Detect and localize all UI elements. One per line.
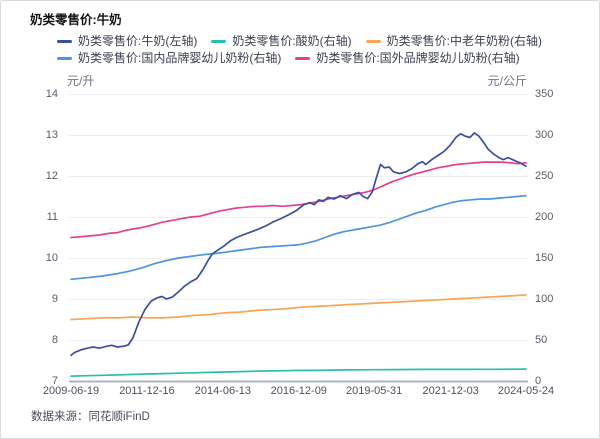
legend-item-foreign_infant[interactable]: 奶类零售价:国外品牌婴幼儿奶粉(右轴) [295,51,520,65]
legend-item-label: 奶类零售价:国内品牌婴幼儿奶粉(右轴) [78,51,282,65]
x-axis-tick-label: 2009-06-19 [42,385,100,397]
page-title: 奶类零售价:牛奶 [30,13,122,27]
right-axis-unit: 元/公斤 [487,74,527,88]
left-axis-tick-label: 13 [45,128,58,141]
legend-color-dash-yogurt [211,40,227,43]
right-axis-tick-label: 350 [535,87,554,100]
right-axis-tick-label: 150 [535,251,554,264]
series-line-senior_powder [70,294,527,321]
right-axis-tick-label: 200 [535,210,554,223]
right-axis-tick-label: 100 [535,292,554,305]
series-line-domestic_infant [70,194,527,281]
x-axis-tick-label: 2021-12-03 [422,385,479,397]
series-line-yogurt [70,368,527,377]
left-axis-tick-label: 9 [51,292,58,305]
left-axis-tick-label: 8 [51,333,58,346]
x-axis-tick-label: 2019-05-31 [345,385,403,397]
legend-color-dash-senior_powder [365,40,381,43]
legend-color-dash-domestic_infant [57,57,72,60]
legend-item-senior_powder[interactable]: 奶类零售价:中老年奶粉(右轴) [365,34,542,48]
legend-item-label: 奶类零售价:中老年奶粉(右轴) [386,34,542,48]
series-line-foreign_infant [70,161,527,239]
series-line-milk [70,132,527,357]
left-axis-tick-label: 14 [45,87,58,100]
left-axis-tick-label: 10 [45,251,58,264]
left-axis-unit: 元/升 [67,74,95,88]
left-axis-tick-label: 12 [45,169,58,182]
legend-color-dash-milk [57,40,72,43]
legend-item-label: 奶类零售价:国外品牌婴幼儿奶粉(右轴) [316,51,520,65]
x-axis-tick-label: 2024-05-24 [497,385,555,397]
right-axis-tick-label: 250 [535,169,554,182]
right-axis-tick-label: 50 [535,333,548,346]
x-axis-tick-label: 2014-06-13 [194,385,251,397]
legend-row-2: 奶类零售价:国内品牌婴幼儿奶粉(右轴) 奶类零售价:国外品牌婴幼儿奶粉(右轴) [57,52,520,65]
x-axis-tick-label: 2016-12-09 [270,385,327,397]
left-axis-tick-label: 11 [46,210,58,223]
x-axis-tick-label: 2011-12-16 [119,385,175,397]
legend-item-yogurt[interactable]: 奶类零售价:酸奶(右轴) [211,34,352,48]
legend-item-milk[interactable]: 奶类零售价:牛奶(左轴) [57,35,197,48]
left-axis-tick-label: 7 [51,374,58,387]
legend-item-label: 奶类零售价:酸奶(右轴) [232,34,352,48]
data-source-note: 数据来源：同花顺iFinD [31,411,150,423]
right-axis-tick-label: 0 [535,374,542,387]
legend-row-1: 奶类零售价:牛奶(左轴) 奶类零售价:酸奶(右轴) 奶类零售价:中老年奶粉(右轴) [57,35,542,48]
right-axis-tick-label: 300 [535,128,554,141]
legend-item-label: 奶类零售价:牛奶(左轴) [78,34,198,48]
legend-item-domestic_infant[interactable]: 奶类零售价:国内品牌婴幼儿奶粉(右轴) [57,52,281,65]
legend-color-dash-foreign_infant [295,57,311,60]
